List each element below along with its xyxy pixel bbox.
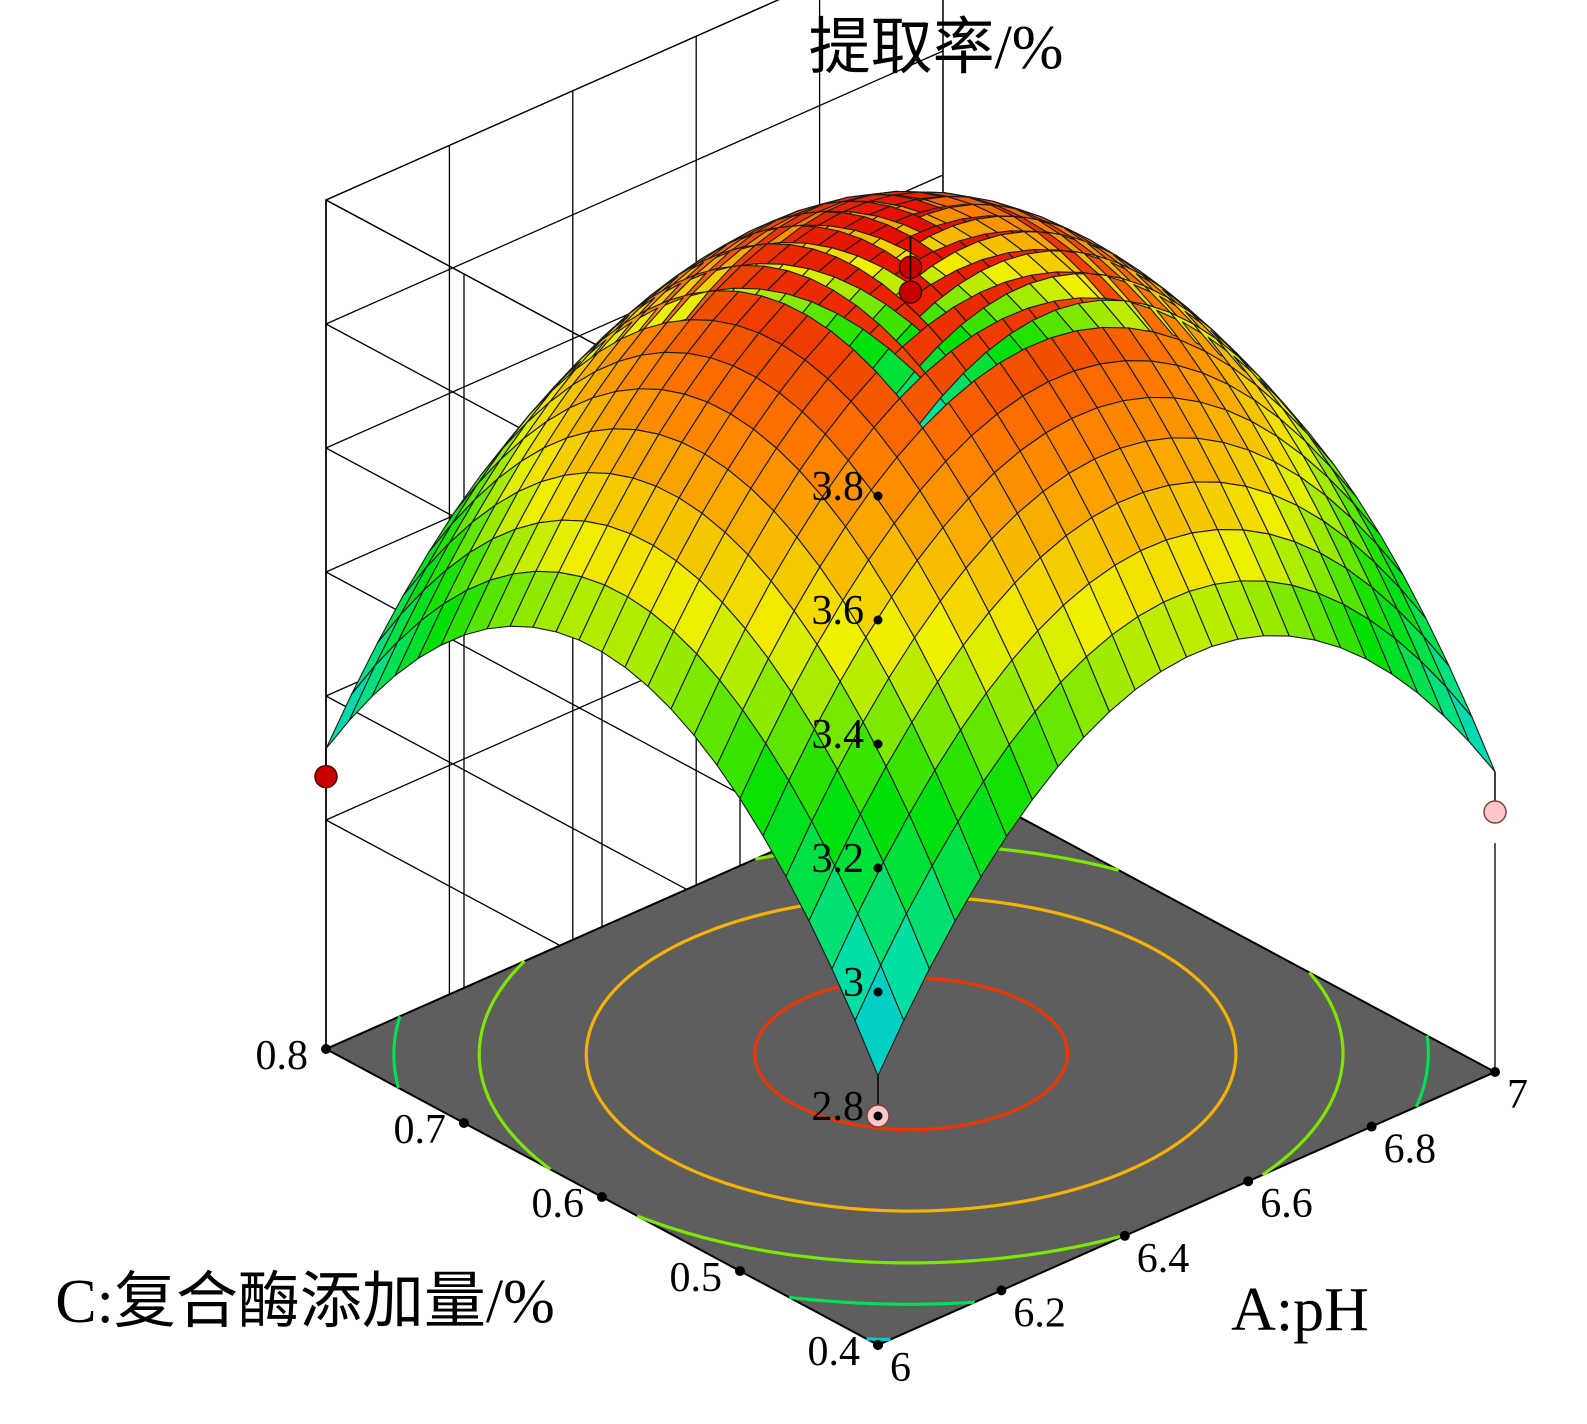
y-tick-label: 0.8 (256, 1033, 309, 1079)
z-tick (873, 739, 883, 749)
design-point (314, 764, 338, 789)
design-point (1483, 800, 1507, 824)
surface-cell (1445, 686, 1496, 773)
grid-line (325, 50, 944, 325)
y-tick-label: 0.5 (670, 1255, 723, 1301)
y-tick (597, 1192, 607, 1202)
y-tick (321, 1044, 331, 1054)
z-tick-label: 3.8 (812, 464, 865, 510)
z-tick (873, 863, 883, 873)
y-tick-label: 0.7 (394, 1107, 447, 1153)
contour-line (477, 843, 1345, 1265)
x-tick-label: 6.6 (1260, 1181, 1313, 1227)
grid-line (325, 0, 780, 201)
z-tick (873, 615, 883, 625)
response-surface (325, 190, 1496, 1077)
surface-cell (325, 665, 376, 750)
x-tick-label: 6 (890, 1345, 911, 1391)
z-tick (873, 987, 883, 997)
axes: 2.8 3 3.2 3.4 3.6 3.8 0.4 0.5 0.6 0.7 0.8 6 6.2 6.4 6.… (256, 464, 1529, 1391)
z-tick (873, 1111, 883, 1121)
x-tick (996, 1285, 1007, 1296)
z-tick-label: 3.2 (812, 836, 865, 882)
x-tick-label: 6.2 (1013, 1290, 1066, 1336)
x-tick (1490, 1067, 1500, 1077)
x-tick (1366, 1121, 1377, 1132)
y-tick (459, 1118, 469, 1128)
x-tick (873, 1340, 883, 1350)
x-axis-title: A:pH (1231, 1276, 1369, 1344)
x-tick-label: 6.8 (1384, 1127, 1437, 1173)
design-point (898, 280, 923, 304)
contour-line (866, 1337, 891, 1342)
x-tick (1243, 1176, 1254, 1187)
z-tick (873, 491, 883, 501)
x-tick-label: 6.4 (1137, 1236, 1190, 1282)
z-tick-label: 3.4 (812, 712, 865, 758)
y-tick (735, 1266, 745, 1276)
x-tick-label: 7 (1507, 1072, 1528, 1118)
z-tick-label: 3 (843, 960, 864, 1006)
y-tick-label: 0.4 (808, 1329, 861, 1375)
y-axis-title: C:复合酶添加量/% (55, 1268, 554, 1336)
surface-cell (854, 964, 905, 1077)
chart-title: 提取率/% (809, 14, 1064, 82)
z-tick-label: 2.8 (812, 1084, 865, 1130)
y-tick-label: 0.6 (532, 1181, 585, 1227)
x-tick (1119, 1230, 1130, 1241)
z-tick-label: 3.6 (812, 588, 865, 634)
